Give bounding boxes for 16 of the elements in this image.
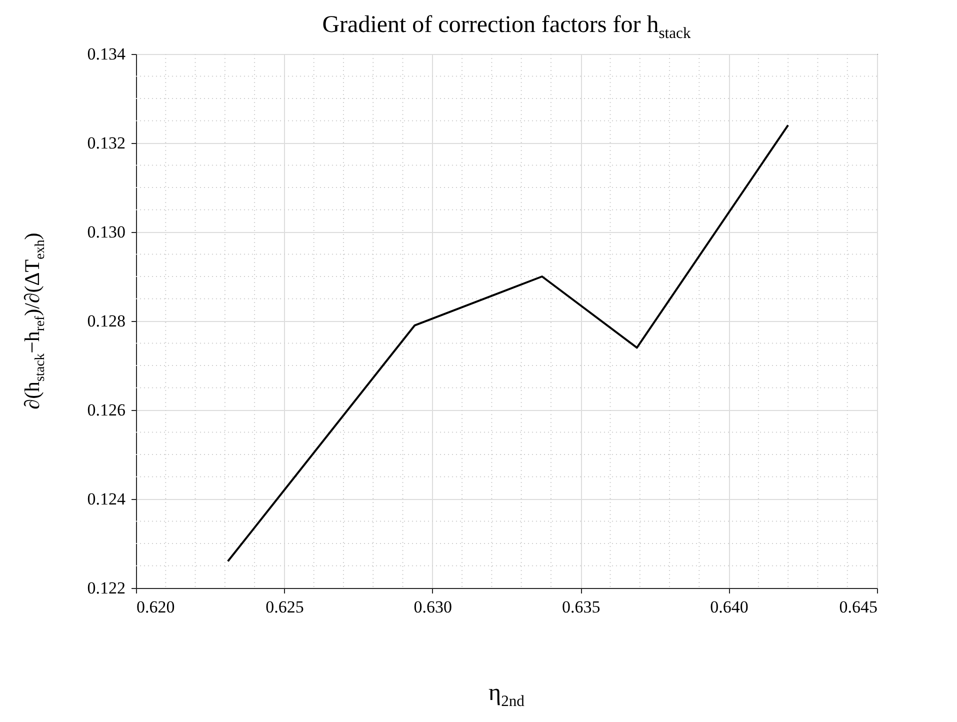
x-tick-label: 0.635 xyxy=(562,598,600,616)
line-series xyxy=(226,124,790,562)
y-tick-label: 0.126 xyxy=(87,400,126,420)
y-tick-label: 0.132 xyxy=(87,134,126,152)
x-tick-label: 0.640 xyxy=(710,598,748,616)
x-tick-label: 0.625 xyxy=(266,598,304,616)
y-tick-label: 0.128 xyxy=(87,312,126,330)
x-axis-title: η$_{2nd}$ xyxy=(488,680,526,711)
y-tick-label: 0.130 xyxy=(87,222,126,242)
chart-title: Gradient of correction factors for h$_{stack}$ xyxy=(321,12,692,43)
y-tick-label: 0.124 xyxy=(87,490,126,508)
y-tick-label: 0.122 xyxy=(87,578,126,598)
x-tick-label: 0.620 xyxy=(136,598,175,616)
x-tick-label: 0.645 xyxy=(839,598,878,616)
y-tick-label: 0.134 xyxy=(87,44,126,64)
x-tick-label: 0.630 xyxy=(414,598,452,616)
